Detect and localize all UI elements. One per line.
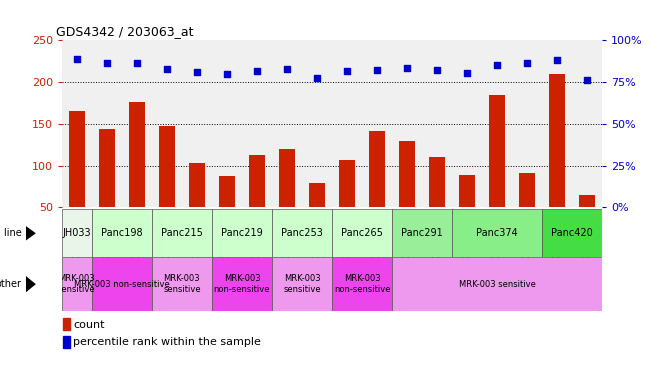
Bar [152,209,212,257]
Bar [159,126,175,249]
Bar [62,257,92,311]
Bar [579,195,596,249]
Text: percentile rank within the sample: percentile rank within the sample [73,337,261,347]
Bar [279,149,296,249]
Point [132,60,142,66]
Bar [62,209,92,257]
Bar [549,74,566,249]
Text: MRK-003 non-sensitive: MRK-003 non-sensitive [74,280,170,289]
Point [282,66,292,72]
Point [312,74,322,81]
Bar [272,257,332,311]
Point [252,68,262,74]
Text: cell line: cell line [0,228,21,238]
Bar [212,257,272,311]
Text: MRK-003
sensitive: MRK-003 sensitive [283,275,321,294]
Point [191,70,202,76]
Bar [309,183,326,249]
Point [522,60,533,66]
Point [72,56,82,62]
Point [402,65,412,71]
Text: Panc219: Panc219 [221,228,263,238]
Point [462,70,473,76]
Text: MRK-003
non-sensitive: MRK-003 non-sensitive [334,275,391,294]
Bar [68,111,85,249]
Text: Panc291: Panc291 [401,228,443,238]
Bar [542,209,602,257]
Text: Panc253: Panc253 [281,228,323,238]
Bar [332,209,392,257]
Text: count: count [73,319,105,329]
Polygon shape [26,226,36,240]
Text: Panc215: Panc215 [161,228,203,238]
Text: Panc374: Panc374 [477,228,518,238]
Point [161,66,172,72]
Text: GDS4342 / 203063_at: GDS4342 / 203063_at [57,25,194,38]
Point [582,77,592,83]
Bar [63,336,70,348]
Bar [212,209,272,257]
Bar [98,129,115,249]
Text: Panc265: Panc265 [341,228,383,238]
Bar [339,160,355,249]
Bar [452,209,542,257]
Bar [219,177,235,249]
Bar [519,173,535,249]
Bar [489,96,505,249]
Bar [92,257,152,311]
Text: other: other [0,279,21,289]
Text: MRK-003
sensitive: MRK-003 sensitive [58,275,96,294]
Polygon shape [26,276,36,292]
Point [492,61,503,68]
Point [102,60,112,66]
Point [372,67,382,73]
Text: MRK-003
non-sensitive: MRK-003 non-sensitive [214,275,270,294]
Text: JH033: JH033 [62,228,91,238]
Bar [249,155,265,249]
Bar [272,209,332,257]
Text: Panc198: Panc198 [101,228,143,238]
Bar [429,157,445,249]
Bar [459,175,475,249]
Bar [392,209,452,257]
Bar [189,163,205,249]
Bar [392,257,602,311]
Bar [152,257,212,311]
Text: MRK-003 sensitive: MRK-003 sensitive [459,280,536,289]
Bar [92,209,152,257]
Point [222,71,232,77]
Bar [332,257,392,311]
Point [342,68,352,74]
Point [432,67,442,73]
Bar [368,131,385,249]
Text: MRK-003
sensitive: MRK-003 sensitive [163,275,201,294]
Bar [399,141,415,249]
Text: Panc420: Panc420 [551,228,593,238]
Bar [129,102,145,249]
Bar [63,318,70,330]
Point [552,57,562,63]
